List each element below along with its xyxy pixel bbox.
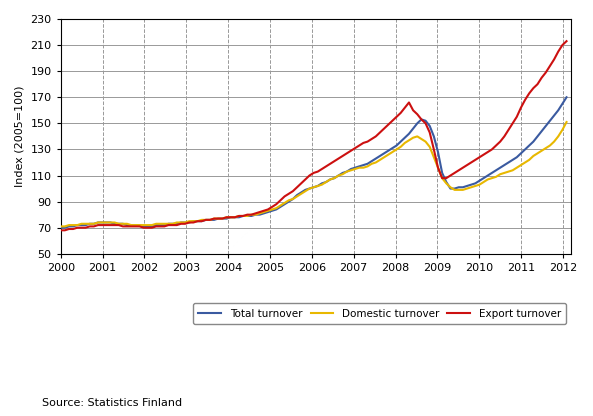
Export turnover (107, 223, 114, 228)
Domestic turnover (202, 218, 209, 223)
Y-axis label: Index (2005=100): Index (2005=100) (15, 86, 25, 187)
Line: Total turnover: Total turnover (60, 97, 566, 228)
Domestic turnover (57, 224, 64, 229)
Total turnover (277, 204, 284, 209)
Total turnover (563, 95, 570, 100)
Text: Source: Statistics Finland: Source: Statistics Finland (42, 398, 181, 408)
Domestic turnover (468, 185, 475, 190)
Domestic turnover (115, 221, 122, 226)
Export turnover (86, 224, 93, 229)
Domestic turnover (277, 203, 284, 208)
Export turnover (563, 39, 570, 44)
Total turnover (468, 182, 475, 187)
Total turnover (86, 221, 93, 226)
Total turnover (57, 225, 64, 230)
Total turnover (202, 218, 209, 223)
Line: Domestic turnover: Domestic turnover (60, 122, 566, 226)
Domestic turnover (563, 119, 570, 124)
Total turnover (115, 221, 122, 226)
Export turnover (468, 160, 475, 165)
Export turnover (115, 223, 122, 228)
Domestic turnover (107, 220, 114, 225)
Line: Export turnover: Export turnover (60, 41, 566, 230)
Legend: Total turnover, Domestic turnover, Export turnover: Total turnover, Domestic turnover, Expor… (193, 303, 566, 324)
Export turnover (57, 228, 64, 233)
Export turnover (277, 198, 284, 203)
Domestic turnover (86, 221, 93, 226)
Total turnover (107, 220, 114, 225)
Export turnover (202, 218, 209, 223)
